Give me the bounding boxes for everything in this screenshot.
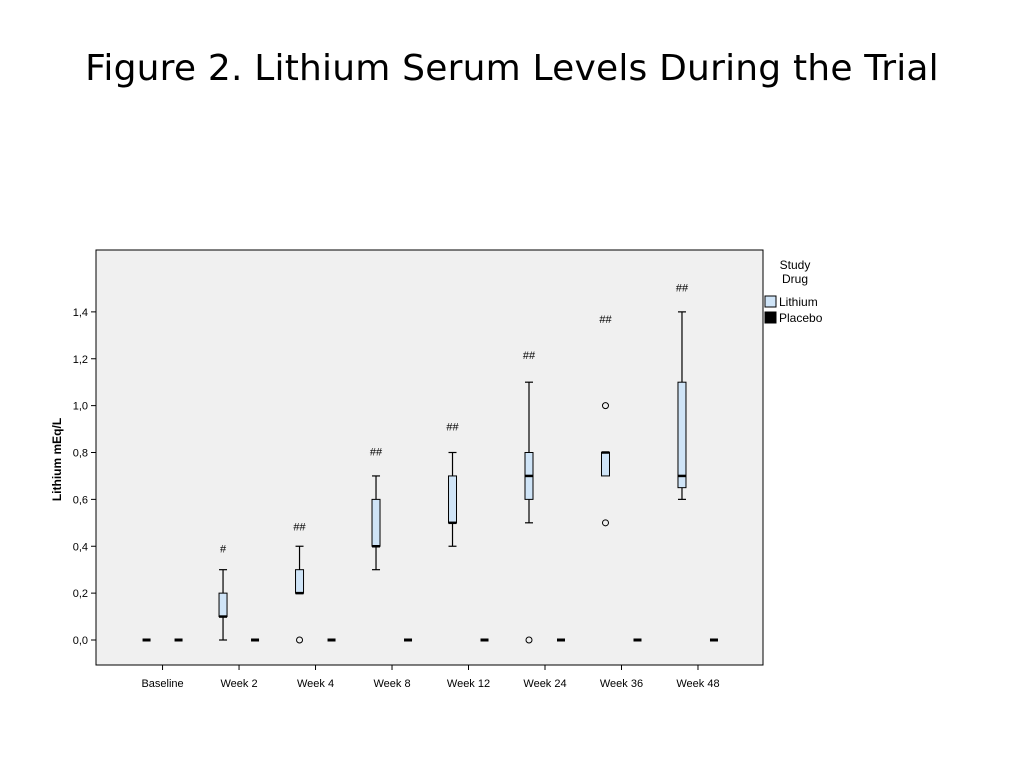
- lithium-box: [677, 381, 687, 489]
- x-tick-label: Week 12: [447, 678, 490, 690]
- significance-marker: ##: [599, 314, 612, 326]
- significance-marker: ##: [293, 521, 306, 533]
- x-tick-label: Week 2: [220, 678, 257, 690]
- significance-marker: ##: [370, 446, 383, 458]
- placebo-box: [480, 638, 489, 642]
- slide-title: Figure 2. Lithium Serum Levels During th…: [85, 48, 939, 89]
- legend-title: Drug: [782, 272, 808, 286]
- lithium-box: [218, 592, 228, 618]
- x-tick-label: Week 8: [373, 678, 410, 690]
- placebo-box: [251, 638, 260, 642]
- y-tick-label: 1,2: [73, 354, 88, 366]
- significance-marker: ##: [676, 282, 689, 294]
- outlier-point: [601, 519, 609, 527]
- lithium-box: [295, 569, 305, 594]
- legend-label-placebo: Placebo: [779, 311, 823, 325]
- lithium-box: [600, 452, 610, 477]
- x-tick-label: Week 24: [523, 678, 566, 690]
- x-tick-label: Week 36: [600, 678, 643, 690]
- significance-marker: #: [220, 544, 227, 556]
- placebo-box: [327, 638, 336, 642]
- placebo-box: [557, 638, 566, 642]
- legend-label-lithium: Lithium: [779, 295, 818, 309]
- y-tick-label: 0,4: [73, 541, 88, 553]
- x-tick-label: Baseline: [141, 678, 183, 690]
- placebo-box: [174, 638, 183, 642]
- legend-swatch-placebo: [764, 311, 777, 324]
- y-tick-label: 1,4: [73, 307, 88, 319]
- outlier-point: [525, 636, 533, 644]
- outlier-point: [601, 402, 609, 410]
- legend-swatch-lithium: [764, 295, 777, 308]
- placebo-box: [404, 638, 413, 642]
- lithium-box: [371, 498, 381, 547]
- significance-marker: ##: [523, 350, 536, 362]
- placebo-box: [633, 638, 642, 642]
- lithium-box: [448, 475, 458, 524]
- legend-title: Study: [780, 258, 811, 272]
- placebo-box: [709, 638, 718, 642]
- chart-marks: #############: [142, 282, 718, 644]
- axes: 0,0 0,2 0,4 0,6 0,8 1,0 1,2 1,4 Lithium mEq/L Bas…: [50, 307, 720, 690]
- y-axis-title: Lithium mEq/L: [50, 418, 64, 501]
- y-tick-label: 0,8: [73, 448, 88, 460]
- lithium-box: [142, 638, 151, 642]
- x-tick-label: Week 48: [676, 678, 719, 690]
- outlier-point: [296, 636, 304, 644]
- y-tick-label: 0,6: [73, 494, 88, 506]
- significance-marker: ##: [446, 422, 459, 434]
- y-tick-label: 1,0: [73, 401, 88, 413]
- y-tick-label: 0,2: [73, 588, 88, 600]
- plot-area: [95, 249, 764, 666]
- y-tick-label: 0,0: [73, 635, 88, 647]
- x-tick-label: Week 4: [297, 678, 334, 690]
